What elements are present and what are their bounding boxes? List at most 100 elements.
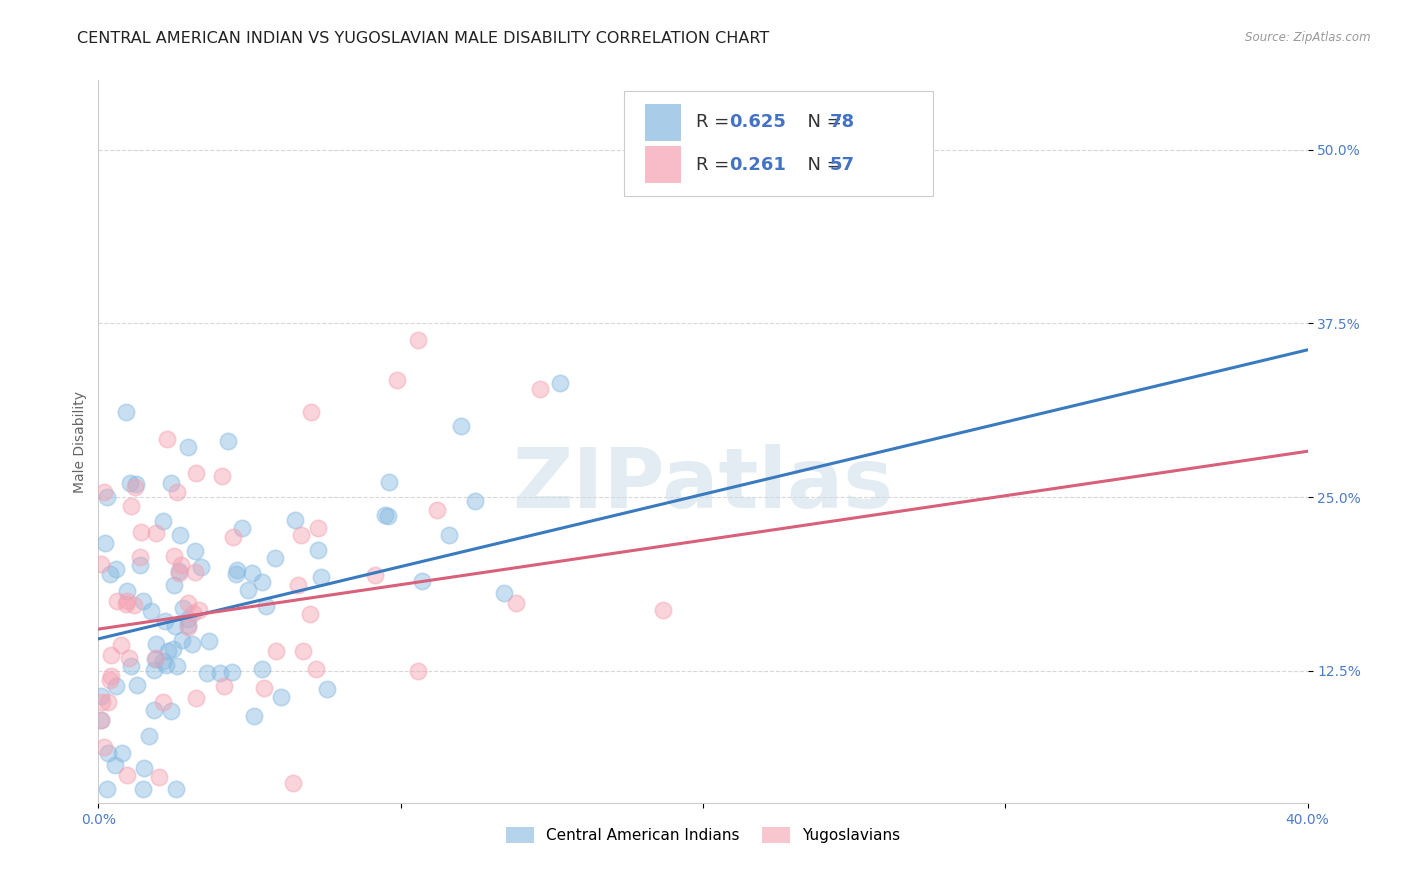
Point	[315, 682, 337, 697]
Point	[240, 566, 263, 580]
Text: R =: R =	[696, 113, 735, 131]
Point	[270, 690, 292, 705]
Point	[166, 484, 188, 499]
Point	[93, 485, 115, 500]
Point	[231, 521, 253, 535]
Text: CENTRAL AMERICAN INDIAN VS YUGOSLAVIAN MALE DISABILITY CORRELATION CHART: CENTRAL AMERICAN INDIAN VS YUGOSLAVIAN M…	[77, 31, 769, 46]
Point	[222, 530, 245, 544]
Point	[652, 603, 675, 617]
Point	[254, 599, 277, 613]
Point	[211, 469, 233, 483]
Point	[129, 525, 152, 540]
Point	[177, 441, 200, 455]
Point	[253, 681, 276, 695]
Point	[91, 695, 114, 709]
Point	[505, 596, 527, 610]
Point	[299, 404, 322, 418]
Point	[162, 642, 184, 657]
Point	[120, 475, 142, 490]
Point	[145, 637, 167, 651]
Point	[177, 620, 200, 634]
Point	[145, 650, 167, 665]
Text: N =: N =	[796, 113, 848, 131]
Point	[104, 562, 127, 576]
Point	[181, 606, 204, 620]
Point	[157, 644, 180, 658]
Point	[148, 770, 170, 784]
Point	[181, 637, 204, 651]
Point	[105, 679, 128, 693]
Point	[492, 585, 515, 599]
FancyBboxPatch shape	[624, 91, 932, 196]
Point	[212, 679, 235, 693]
Point	[172, 601, 194, 615]
Point	[139, 604, 162, 618]
Text: ZIPatlas: ZIPatlas	[513, 444, 893, 525]
Point	[169, 566, 191, 580]
Point	[290, 528, 312, 542]
Point	[305, 662, 328, 676]
Point	[186, 690, 208, 705]
Point	[184, 466, 207, 480]
Point	[163, 549, 186, 563]
Legend: Central American Indians, Yugoslavians: Central American Indians, Yugoslavians	[501, 822, 905, 849]
Point	[142, 703, 165, 717]
Point	[105, 594, 128, 608]
Point	[96, 490, 118, 504]
Point	[385, 373, 408, 387]
Point	[118, 651, 141, 665]
Point	[406, 333, 429, 347]
Point	[377, 509, 399, 524]
Point	[98, 673, 121, 687]
Point	[183, 543, 205, 558]
Point	[111, 746, 134, 760]
Text: R =: R =	[696, 156, 735, 174]
Point	[132, 593, 155, 607]
Text: 57: 57	[830, 156, 855, 174]
Point	[464, 494, 486, 508]
Text: 78: 78	[830, 113, 855, 131]
Point	[221, 665, 243, 680]
Point	[125, 476, 148, 491]
Point	[406, 664, 429, 678]
Y-axis label: Male Disability: Male Disability	[73, 391, 87, 492]
Point	[132, 781, 155, 796]
Point	[143, 663, 166, 677]
Point	[117, 584, 139, 599]
Point	[90, 714, 112, 728]
Point	[132, 761, 155, 775]
Point	[225, 566, 247, 581]
Point	[450, 419, 472, 434]
Point	[166, 659, 188, 673]
Point	[298, 607, 321, 621]
Point	[152, 654, 174, 668]
Point	[162, 577, 184, 591]
FancyBboxPatch shape	[645, 146, 682, 184]
Point	[117, 768, 139, 782]
Point	[284, 513, 307, 527]
Point	[264, 551, 287, 566]
Point	[128, 558, 150, 573]
Point	[374, 508, 396, 523]
Point	[177, 617, 200, 632]
Point	[98, 567, 121, 582]
Point	[110, 638, 132, 652]
Point	[172, 632, 194, 647]
Point	[96, 781, 118, 796]
Point	[120, 659, 142, 673]
Point	[170, 558, 193, 572]
Text: N =: N =	[796, 156, 848, 174]
Point	[124, 481, 146, 495]
Point	[184, 565, 207, 579]
Point	[104, 757, 127, 772]
Point	[411, 574, 433, 588]
Point	[165, 781, 187, 796]
Point	[364, 568, 387, 582]
Point	[152, 514, 174, 528]
Point	[127, 678, 149, 692]
Point	[97, 746, 120, 760]
Point	[236, 583, 259, 598]
Point	[307, 521, 329, 535]
Point	[156, 432, 179, 446]
Point	[120, 499, 142, 513]
